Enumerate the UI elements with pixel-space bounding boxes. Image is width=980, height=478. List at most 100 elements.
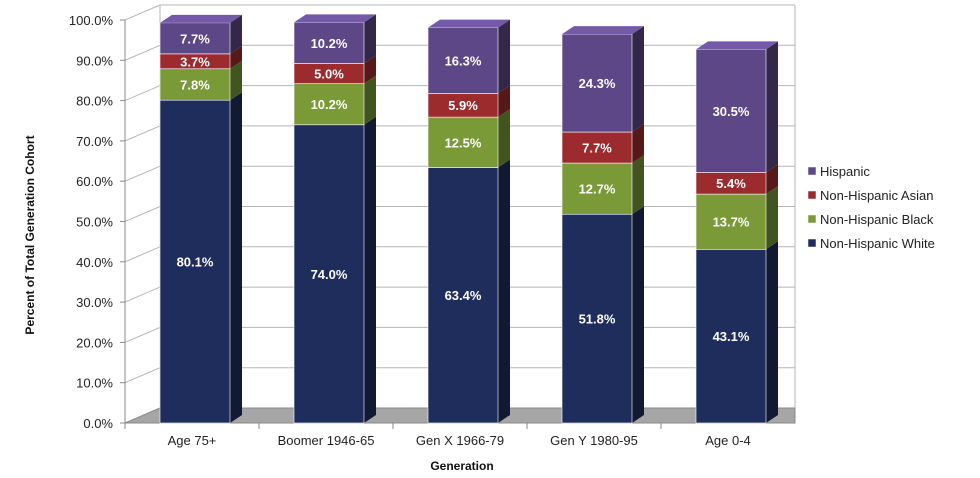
legend: Hispanic Non-Hispanic Asian Non-Hispanic B…: [807, 164, 935, 251]
data-label: 80.1%: [177, 255, 214, 270]
legend-swatch: [807, 238, 817, 248]
bar-segment: [561, 33, 633, 133]
legend-label: Non-Hispanic Black: [820, 212, 934, 227]
y-tick-label: 50.0%: [76, 215, 113, 230]
bar-segment: [293, 83, 365, 126]
bar-side: [766, 186, 778, 250]
bar-top: [160, 14, 242, 23]
y-tick-label: 70.0%: [76, 134, 113, 149]
data-label: 43.1%: [713, 329, 750, 344]
y-tick-label: 40.0%: [76, 255, 113, 270]
bar-side: [498, 85, 510, 118]
x-axis-title: Generation: [430, 459, 493, 473]
gridline-side: [124, 85, 161, 102]
y-tick-label: 30.0%: [76, 295, 113, 310]
bar-side: [364, 116, 376, 423]
bar-side: [766, 241, 778, 423]
bar-top: [294, 14, 376, 23]
data-label: 51.8%: [579, 312, 616, 327]
bar-segment: [293, 22, 365, 64]
legend-swatch: [807, 190, 817, 200]
bar-segment: [695, 249, 767, 424]
data-labels: 80.1% 7.8% 3.7% 7.7% 74.0% 10.2% 5.0% 10.2% 63.4…: [177, 31, 750, 344]
data-label: 5.4%: [716, 176, 746, 191]
bar-segment: [695, 193, 767, 250]
gridline-side: [124, 286, 161, 303]
bar-segment: [293, 124, 365, 424]
data-label: 5.9%: [448, 98, 478, 113]
legend-label: Non-Hispanic Asian: [820, 188, 933, 203]
data-label: 7.7%: [180, 31, 210, 46]
gridline-side: [124, 165, 161, 182]
bar-segment: [159, 22, 231, 55]
bar-side: [230, 60, 242, 101]
x-tick-label: Age 0-4: [705, 433, 751, 448]
bar-side: [364, 75, 376, 125]
data-label: 7.8%: [180, 77, 210, 92]
data-label: 16.3%: [445, 54, 482, 69]
bar-side: [230, 14, 242, 54]
bar-side: [498, 109, 510, 168]
data-label: 63.4%: [445, 288, 482, 303]
legend-label: Hispanic: [820, 164, 870, 179]
gridline-side: [124, 125, 161, 142]
bars: [159, 14, 778, 424]
bar-side: [230, 45, 242, 69]
bar-segment: [561, 213, 633, 424]
data-label: 12.5%: [445, 135, 482, 150]
bar-side: [632, 26, 644, 133]
gridline-side: [124, 246, 161, 263]
x-tick-label: Gen X 1966-79: [416, 433, 504, 448]
bar-side: [230, 92, 242, 424]
legend-label: Non-Hispanic White: [820, 236, 935, 251]
bar-top: [562, 26, 644, 35]
y-tick-label: 0.0%: [83, 416, 113, 431]
gridline-side: [124, 206, 161, 222]
data-label: 13.7%: [713, 215, 750, 230]
bar-side: [632, 124, 644, 164]
bar-segment: [159, 99, 231, 424]
axes: 0.0% 10.0% 20.0% 30.0% 40.0% 50.0% 60.0% 70.0% 8…: [69, 13, 795, 448]
y-tick-label: 10.0%: [76, 376, 113, 391]
data-label: 10.2%: [311, 36, 348, 51]
bar-side: [766, 41, 778, 173]
y-tick-label: 100.0%: [69, 13, 114, 28]
bar-side: [632, 206, 644, 423]
bar-side: [364, 14, 376, 64]
y-tick-label: 90.0%: [76, 53, 113, 68]
x-tick-label: Age 75+: [168, 433, 217, 448]
bar-segment: [427, 116, 499, 168]
data-label: 3.7%: [180, 54, 210, 69]
data-label: 24.3%: [579, 76, 616, 91]
bar-side: [364, 55, 376, 84]
y-tick-label: 80.0%: [76, 94, 113, 109]
bar-top: [428, 19, 510, 28]
legend-swatch: [807, 214, 817, 224]
data-label: 12.7%: [579, 182, 616, 197]
data-label: 7.7%: [582, 141, 612, 156]
y-axis-title: Percent of Total Generation Cohort: [23, 135, 37, 334]
data-label: 74.0%: [311, 267, 348, 282]
legend-swatch: [807, 166, 817, 176]
bar-segment: [159, 68, 231, 101]
data-label: 5.0%: [314, 67, 344, 82]
bar-segment: [427, 167, 499, 424]
bar-side: [766, 164, 778, 195]
bar-side: [498, 19, 510, 94]
y-tick-label: 60.0%: [76, 174, 113, 189]
x-tick-label: Gen Y 1980-95: [550, 433, 638, 448]
gridline-side: [124, 326, 161, 343]
gridline-side: [124, 44, 161, 61]
bar-segment: [695, 49, 767, 173]
bar-top: [696, 41, 778, 50]
data-label: 10.2%: [311, 97, 348, 112]
bar-segment: [427, 27, 499, 94]
gridline-side: [124, 4, 161, 21]
data-label: 30.5%: [713, 104, 750, 119]
bar-side: [498, 159, 510, 424]
y-tick-label: 20.0%: [76, 335, 113, 350]
x-tick-label: Boomer 1946-65: [278, 433, 375, 448]
bar-segment: [561, 131, 633, 164]
bar-segment: [561, 162, 633, 215]
